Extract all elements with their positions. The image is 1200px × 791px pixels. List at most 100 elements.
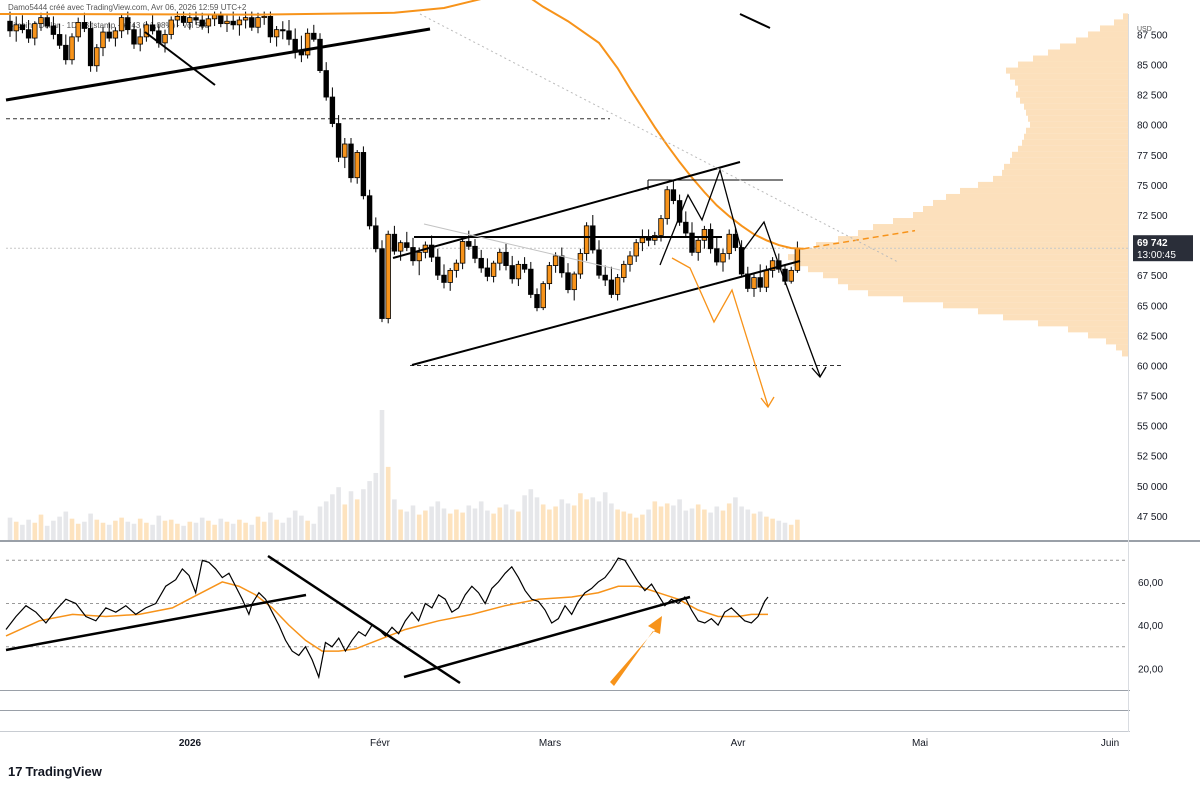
volume-profile-bar — [798, 248, 1128, 255]
bullish-candle — [639, 237, 646, 244]
bullish-candle — [69, 36, 75, 61]
volume-bar — [553, 506, 558, 540]
bearish-candle — [199, 19, 205, 27]
volume-profile-bar — [978, 181, 1128, 188]
volume-bar — [212, 524, 217, 540]
volume-profile-bar — [1022, 139, 1128, 146]
volume-bar — [633, 517, 639, 540]
volume-bar — [404, 511, 410, 540]
rsi-tick-label: 20,00 — [1138, 664, 1163, 675]
volume-bar — [51, 520, 56, 540]
last-price-label: 69 742 — [1137, 238, 1168, 249]
bullish-candle — [763, 269, 770, 288]
volume-bar — [131, 523, 137, 540]
bullish-candle — [187, 17, 193, 23]
volume-bar — [330, 494, 335, 540]
volume-profile-bar — [1030, 121, 1128, 128]
bullish-candle — [546, 265, 553, 285]
volume-bar — [485, 510, 490, 540]
bullish-candle — [794, 247, 801, 271]
volume-bar — [429, 506, 434, 540]
rsi-tick-label: 60,00 — [1138, 578, 1163, 589]
volume-bar — [466, 505, 472, 540]
bearish-candle — [19, 24, 26, 31]
volume-bar — [646, 509, 651, 540]
bearish-candle — [714, 248, 720, 263]
volume-bar — [664, 503, 670, 540]
volume-bar — [237, 519, 242, 540]
bullish-candle — [255, 17, 261, 28]
volume-bar — [658, 506, 664, 540]
volume-bar — [695, 504, 701, 540]
volume-profile-bar — [1024, 133, 1128, 140]
channel-bottom-line — [411, 260, 801, 366]
bearish-candle — [63, 44, 69, 61]
bullish-candle — [205, 18, 212, 27]
volume-bar — [137, 518, 143, 540]
volume-profile-bar — [1123, 13, 1128, 20]
volume-profile-bar — [858, 230, 1128, 237]
bearish-candle — [608, 279, 615, 295]
bearish-candle — [360, 152, 367, 197]
price-tick-label: 57 500 — [1137, 392, 1168, 403]
volume-profile-bar — [903, 296, 1128, 303]
price-tick-label: 50 000 — [1137, 482, 1168, 493]
volume-bar — [745, 509, 751, 540]
bearish-candle — [193, 17, 199, 21]
bearish-candle — [466, 241, 472, 247]
volume-bar — [44, 525, 50, 540]
volume-bar — [528, 489, 534, 540]
bullish-candle — [211, 14, 218, 20]
bullish-candle — [38, 17, 44, 25]
volume-bar — [373, 472, 379, 540]
volume-bar — [503, 504, 509, 540]
volume-bar — [534, 497, 540, 540]
volume-profile-bar — [816, 242, 1128, 249]
trendline — [5, 27, 431, 102]
volume-bar — [423, 510, 428, 540]
bearish-candle — [7, 20, 13, 32]
bearish-candle — [683, 221, 689, 234]
volume-profile-bar — [913, 212, 1128, 219]
bearish-candle — [478, 257, 484, 269]
volume-profile-bar — [1015, 79, 1128, 86]
bullish-candle — [100, 31, 106, 49]
volume-profile-bar — [838, 278, 1128, 285]
bearish-candle — [249, 17, 255, 28]
volume-profile-bar — [1020, 97, 1128, 104]
volume-bar — [776, 520, 782, 540]
volume-profile-bar — [1010, 157, 1128, 164]
volume-bar — [590, 497, 596, 540]
volume-bar — [274, 519, 279, 540]
bearish-candle — [404, 242, 410, 248]
bullish-candle — [32, 23, 38, 39]
bearish-candle — [317, 38, 323, 71]
volume-bar — [565, 503, 571, 540]
volume-bar — [125, 521, 131, 540]
volume-bar — [292, 510, 298, 540]
volume-bar — [168, 519, 174, 540]
volume-bar — [689, 508, 695, 540]
bearish-candle — [565, 272, 571, 291]
rsi-trendline — [5, 593, 307, 652]
bullish-candle — [168, 19, 174, 35]
bearish-candle — [81, 22, 88, 29]
bearish-candle — [366, 195, 373, 227]
time-tick-label: 2026 — [179, 738, 202, 749]
volume-profile-bar — [848, 284, 1128, 291]
volume-bar — [20, 524, 25, 540]
chart-credit: Damo5444 créé avec TradingView.com, Avr … — [8, 3, 247, 12]
volume-bar — [218, 518, 224, 540]
ema-line — [0, 0, 804, 250]
bullish-candle — [112, 30, 119, 39]
volume-profile-bar — [933, 199, 1128, 206]
bullish-candle — [664, 189, 670, 220]
bullish-candle — [552, 255, 559, 266]
volume-bar — [144, 522, 149, 540]
volume-profile-bar — [1088, 332, 1128, 339]
price-tick-label: 85 000 — [1137, 61, 1168, 72]
volume-profile-bar — [1026, 127, 1128, 134]
volume-bar — [63, 511, 69, 540]
bearish-candle — [373, 225, 379, 250]
